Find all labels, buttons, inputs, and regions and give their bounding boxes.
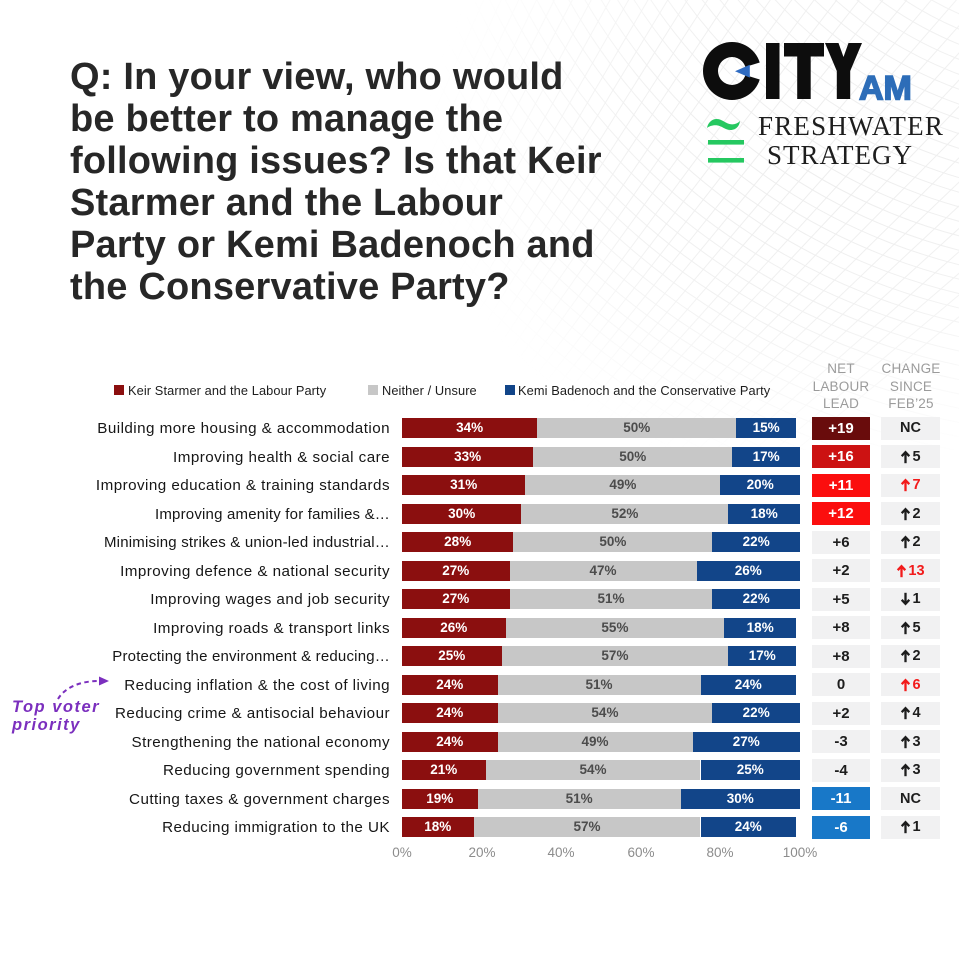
svg-text:STRATEGY: STRATEGY [767,140,913,170]
svg-text:FRESHWATER: FRESHWATER [758,111,944,141]
svg-text:AM: AM [859,70,912,105]
